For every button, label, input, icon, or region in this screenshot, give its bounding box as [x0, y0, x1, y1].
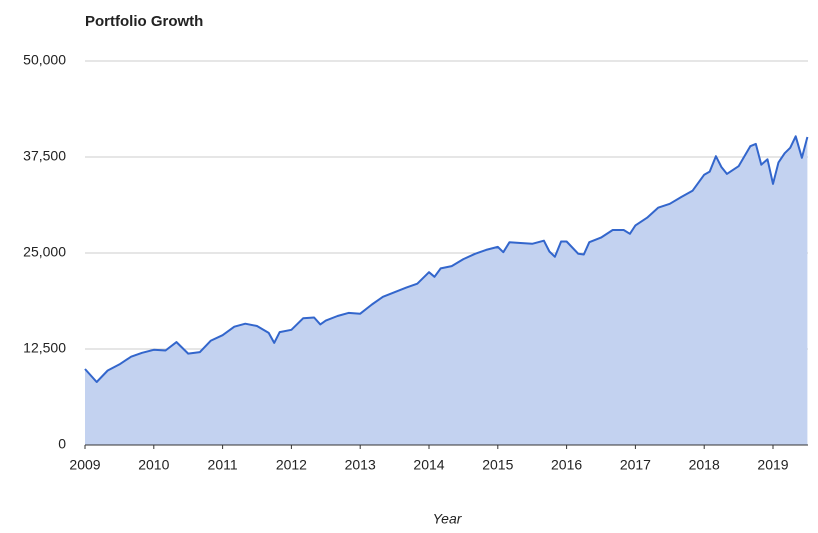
x-tick-label: 2012 — [276, 457, 307, 473]
y-tick-label: 37,500 — [23, 148, 66, 164]
y-tick-label: 12,500 — [23, 340, 66, 356]
y-tick-label: 50,000 — [23, 52, 66, 68]
x-tick-label: 2016 — [551, 457, 582, 473]
x-tick-label: 2013 — [345, 457, 376, 473]
x-axis-label: Year — [433, 511, 463, 527]
x-tick-label: 2009 — [69, 457, 100, 473]
x-tick-label: 2019 — [757, 457, 788, 473]
y-tick-label: 0 — [58, 436, 66, 452]
x-tick-label: 2018 — [689, 457, 720, 473]
y-tick-label: 25,000 — [23, 244, 66, 260]
x-tick-label: 2015 — [482, 457, 513, 473]
x-tick-label: 2014 — [413, 457, 444, 473]
chart-title: Portfolio Growth — [85, 13, 203, 30]
x-tick-label: 2017 — [620, 457, 651, 473]
line — [84, 135, 809, 383]
x-tick-label: 2010 — [138, 457, 169, 473]
x-tick-label: 2011 — [208, 457, 238, 473]
area — [85, 136, 808, 446]
